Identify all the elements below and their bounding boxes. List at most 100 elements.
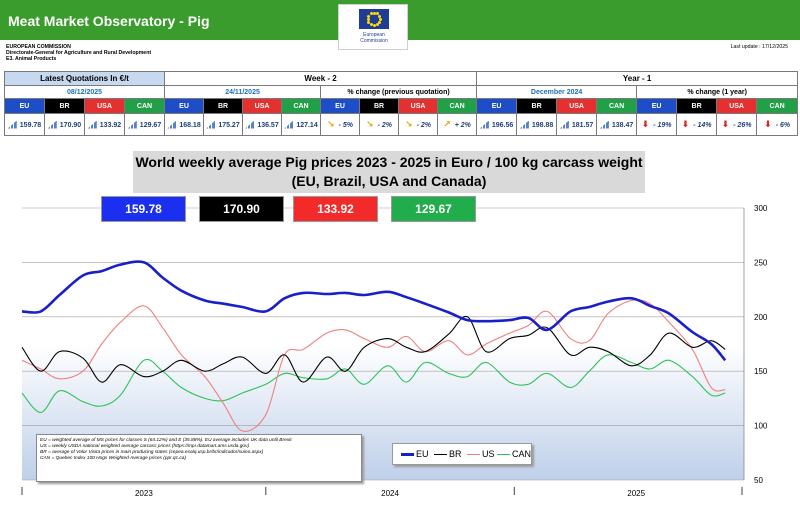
flag-star-icon: [375, 12, 379, 16]
week-pct-usa: ↘ - 2%: [398, 113, 439, 136]
bar-chart-icon: [206, 120, 216, 129]
org-line: EUROPEAN COMMISSION: [6, 44, 71, 50]
flag-star-icon: [369, 12, 373, 16]
logo-caption-1: European: [363, 32, 385, 38]
flag-star-icon: [369, 22, 373, 26]
br-price-box: 170.90: [199, 196, 284, 222]
label-can: CAN: [281, 98, 322, 114]
label-can: CAN: [756, 98, 799, 114]
label-eu: EU: [164, 98, 205, 114]
y-tick-label: 300: [754, 204, 768, 213]
header-bar: Meat Market Observatory - Pig European C…: [0, 0, 800, 50]
arrow-up-right-icon: ↗: [443, 119, 451, 129]
label-br: BR: [359, 98, 400, 114]
arrow-down-right-icon: ↘: [366, 119, 374, 129]
label-usa: USA: [242, 98, 283, 114]
week-date: 24/11/2025: [164, 85, 322, 99]
latest-date: 08/12/2025: [3, 85, 166, 99]
legend-line: [401, 453, 414, 457]
y-axis: 50 100 150 200 250 300: [743, 204, 768, 485]
week-pct-br: ↘ - 2%: [359, 113, 400, 136]
arrow-down-icon: ⬇: [641, 119, 650, 129]
series-lines: [21, 260, 727, 432]
x-axis: 2023 2024 2025: [21, 487, 743, 498]
arrow-down-icon: ⬇: [681, 119, 690, 129]
arrow-down-right-icon: ↘: [327, 119, 335, 129]
bar-chart-icon: [167, 120, 177, 129]
bar-chart-icon: [284, 120, 294, 129]
latest-eu: 159.78: [4, 113, 45, 136]
bar-chart-icon: [245, 120, 255, 129]
latest-can: 129.67: [123, 113, 166, 136]
label-can: CAN: [123, 98, 166, 114]
year-label: 2023: [135, 489, 153, 498]
year-label: 2024: [381, 489, 399, 498]
week-usa: 136.57: [242, 113, 283, 136]
quotations-table: Latest Quotations In €/t Week - 2 Year -…: [3, 71, 799, 136]
year-pct-header: % change (1 year): [636, 85, 799, 99]
bar-chart-icon: [519, 120, 529, 129]
page-title: Meat Market Observatory - Pig: [8, 13, 210, 29]
label-eu: EU: [320, 98, 361, 114]
legend-line: [497, 454, 510, 456]
year-can: 138.47: [596, 113, 638, 136]
arrow-down-icon: ⬇: [721, 119, 730, 129]
year-date: December 2024: [476, 85, 638, 99]
series-line-br: [21, 315, 726, 383]
y-tick-label: 100: [754, 422, 768, 431]
org-line: E3. Animal Products: [6, 56, 57, 63]
week-pct-can: ↗ + 2%: [437, 113, 478, 136]
legend-line: [467, 454, 480, 456]
year-header: Year - 1: [476, 71, 799, 86]
legend-br: BR: [434, 449, 462, 459]
bar-chart-icon: [47, 120, 57, 129]
flag-star-icon: [377, 20, 381, 24]
note-line: EU = weighted average of MS prices for c…: [40, 438, 292, 443]
european-commission-logo: European Commission: [338, 4, 408, 50]
arrow-down-right-icon: ↘: [405, 119, 413, 129]
year-pct-can: ⬇ - 6%: [756, 113, 799, 136]
y-tick-label: 250: [754, 258, 768, 267]
flag-star-icon: [367, 20, 371, 24]
eu-price-box: 159.78: [101, 196, 186, 222]
label-br: BR: [203, 98, 244, 114]
week-header: Week - 2: [164, 71, 478, 86]
bar-chart-icon: [7, 120, 17, 129]
chart-title-line2: (EU, Brazil, USA and Canada): [291, 173, 487, 189]
label-eu: EU: [4, 98, 45, 114]
note-line: BR = average of Valor Visita prices in m…: [40, 450, 264, 456]
label-usa: USA: [716, 98, 758, 114]
week-br: 175.27: [203, 113, 244, 136]
latest-header: Latest Quotations In €/t: [3, 71, 166, 86]
legend-line: [434, 454, 447, 456]
note-line: US = weekly USDA national weighted avera…: [40, 444, 250, 450]
flag-star-icon: [372, 11, 376, 15]
week-can: 127.14: [281, 113, 322, 136]
label-usa: USA: [84, 98, 125, 114]
bar-chart-icon: [599, 120, 609, 129]
organisation: EUROPEAN COMMISSION Directorate-General …: [6, 44, 151, 63]
bar-chart-icon: [127, 120, 137, 129]
legend-us: US: [467, 449, 495, 459]
label-br: BR: [676, 98, 718, 114]
source-notes: EU = weighted average of MS prices for c…: [36, 434, 362, 482]
week-eu: 168.18: [164, 113, 205, 136]
flag-star-icon: [367, 14, 371, 18]
y-tick-label: 150: [754, 367, 768, 376]
chart-title-line1: World weekly average Pig prices 2023 - 2…: [135, 154, 643, 170]
latest-br: 170.90: [44, 113, 85, 136]
year-usa: 181.57: [556, 113, 598, 136]
bar-chart-icon: [479, 120, 489, 129]
org-line: Directorate-General for Agriculture and …: [6, 50, 152, 57]
week-pct-eu: ↘ - 5%: [320, 113, 361, 136]
series-line-us: [21, 299, 726, 432]
arrow-down-icon: ⬇: [764, 119, 772, 129]
label-usa: USA: [556, 98, 598, 114]
label-br: BR: [44, 98, 85, 114]
eu-flag-icon: [359, 9, 389, 29]
latest-usa: 133.92: [84, 113, 125, 136]
year-pct-br: ⬇ - 14%: [676, 113, 718, 136]
label-can: CAN: [437, 98, 478, 114]
note-line: CAN = Quebec Index 100 Hogs Weighted Ave…: [40, 456, 186, 462]
year-br: 198.88: [516, 113, 558, 136]
